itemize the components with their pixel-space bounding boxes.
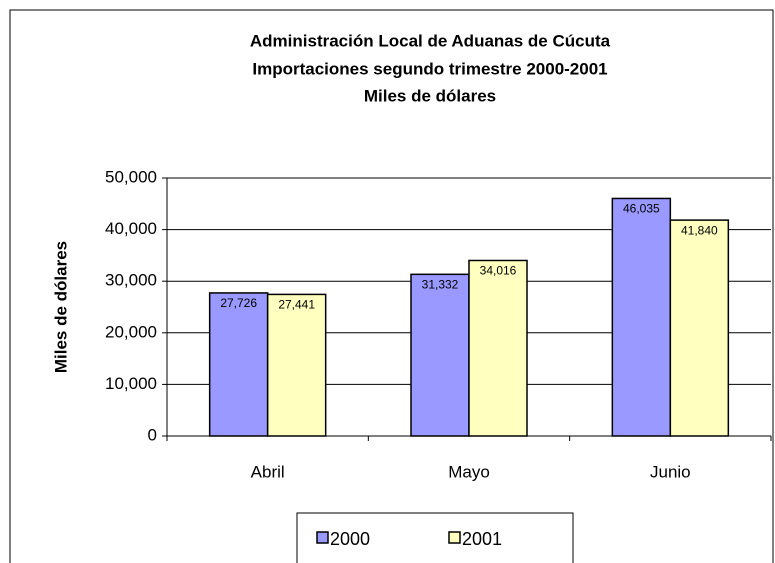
x-tick-label: Junio (650, 462, 691, 481)
legend-box (296, 512, 574, 563)
y-axis-label: Miles de dólares (51, 241, 70, 373)
value-label: 31,332 (422, 277, 459, 291)
x-tick-label: Mayo (448, 462, 490, 481)
value-label: 27,441 (278, 298, 315, 312)
chart-title: Miles de dólares (364, 86, 496, 105)
value-label: 34,016 (480, 264, 517, 278)
bar (266, 293, 327, 437)
y-tick-label: 40,000 (105, 219, 157, 238)
legend-swatch (316, 531, 329, 544)
x-tick-label: Abril (251, 462, 285, 481)
y-tick-label: 50,000 (105, 167, 157, 186)
y-tick-label: 10,000 (105, 374, 157, 393)
chart-title: Administración Local de Aduanas de Cúcut… (250, 31, 611, 50)
y-tick-label: 0 (148, 425, 157, 444)
legend-swatch (448, 531, 461, 544)
y-tick-label: 30,000 (105, 271, 157, 290)
bar (410, 273, 470, 437)
bar (669, 219, 730, 437)
chart-title: Importaciones segundo trimestre 2000-200… (252, 59, 607, 78)
bar (468, 259, 528, 437)
value-label: 46,035 (623, 202, 660, 216)
legend-label: 2000 (330, 529, 370, 549)
bar (611, 197, 672, 437)
value-label: 41,840 (681, 223, 718, 237)
legend-label: 2001 (462, 529, 502, 549)
y-tick-label: 20,000 (105, 322, 157, 341)
bar (208, 292, 269, 437)
value-label: 27,726 (220, 296, 257, 310)
